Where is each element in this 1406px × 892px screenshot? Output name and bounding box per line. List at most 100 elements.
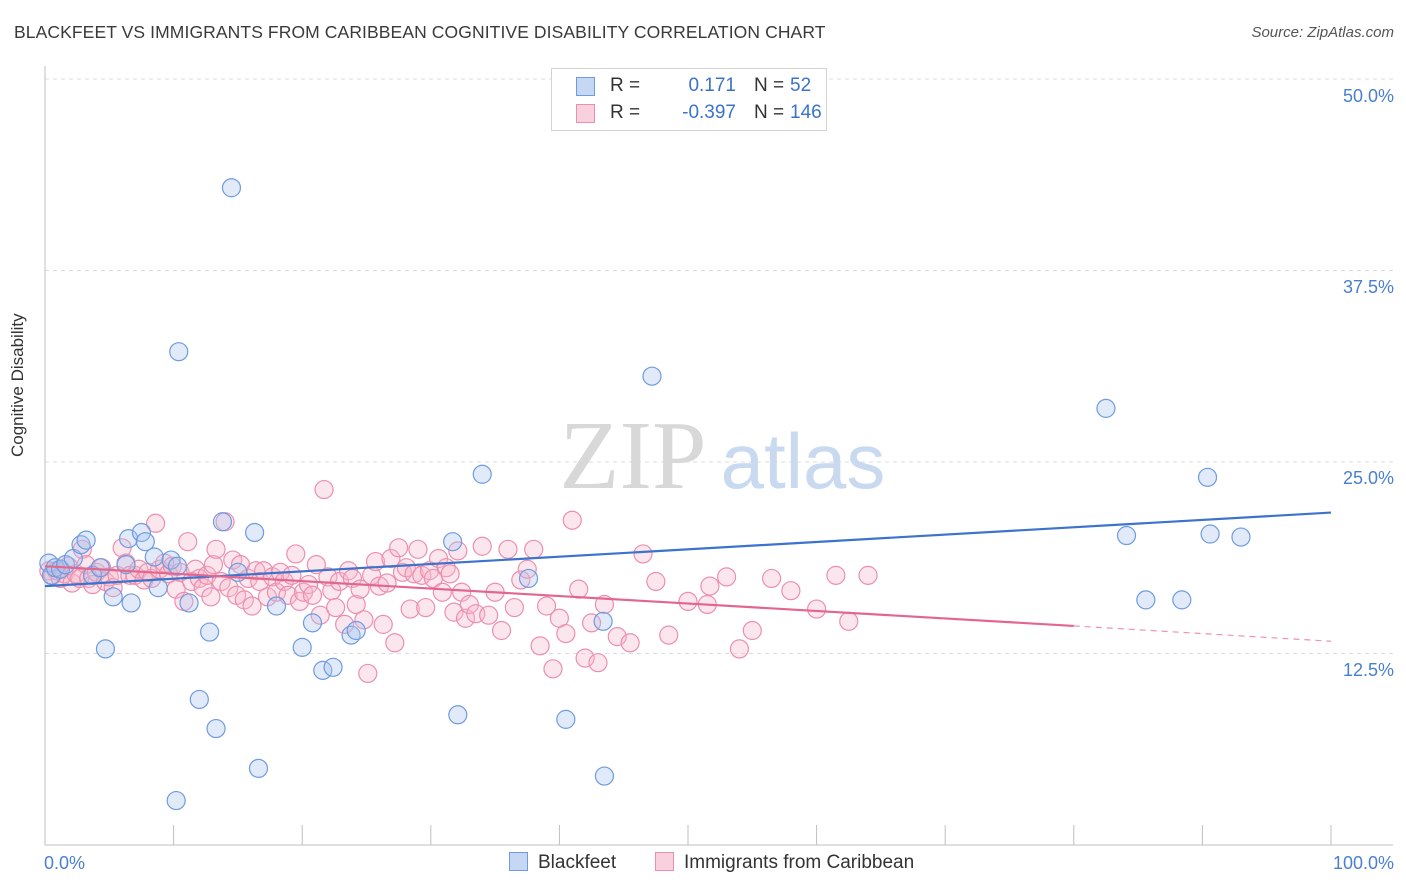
data-point — [189, 689, 209, 710]
data-point — [145, 513, 166, 533]
chart-title: BLACKFEET VS IMMIGRANTS FROM CARIBBEAN C… — [14, 22, 826, 42]
data-point — [504, 597, 524, 618]
data-point — [212, 512, 233, 532]
data-point — [452, 582, 472, 602]
trend-lines — [44, 511, 1332, 642]
data-point — [491, 620, 512, 641]
data-point — [103, 587, 123, 607]
y-tick-label: 12.5% — [1342, 660, 1394, 680]
data-point — [1116, 525, 1137, 546]
data-point — [358, 663, 378, 684]
data-point — [646, 571, 666, 592]
watermark-atlas: atlas — [721, 417, 886, 505]
data-point — [266, 596, 287, 616]
data-point — [543, 659, 563, 679]
blackfeet-swatch — [509, 852, 528, 871]
r-value: -0.397 — [682, 102, 736, 123]
data-point — [166, 790, 186, 811]
data-point — [536, 596, 557, 616]
data-point — [299, 574, 319, 595]
data-point — [335, 614, 355, 634]
trend-line-blackfeet — [44, 511, 1332, 588]
n-value: 52 — [790, 75, 812, 96]
data-point — [306, 555, 326, 575]
data-point — [530, 636, 550, 656]
data-point — [781, 581, 801, 601]
data-point — [633, 544, 653, 564]
data-point — [839, 611, 859, 631]
data-point — [377, 573, 397, 593]
data-point — [432, 582, 452, 602]
data-point — [266, 582, 287, 602]
data-point — [95, 639, 116, 659]
r-label: R = — [610, 102, 641, 123]
data-point — [55, 555, 76, 575]
r-label: R = — [610, 75, 641, 96]
data-point — [806, 599, 827, 619]
data-point — [302, 613, 323, 633]
data-point — [858, 565, 878, 585]
data-point — [203, 555, 224, 575]
data-point — [440, 564, 460, 584]
source-label: Source: ZipAtlas.com — [1251, 24, 1394, 41]
y-tick-label: 50.0% — [1342, 86, 1394, 106]
data-point — [385, 633, 405, 653]
data-point — [144, 547, 164, 567]
data-point — [116, 555, 136, 575]
data-point — [396, 558, 416, 578]
r-value: 0.171 — [688, 75, 736, 96]
trend-line-caribbean-extension — [1073, 625, 1332, 642]
data-point — [400, 599, 420, 619]
data-point — [200, 622, 220, 642]
x-tick-label: 0.0% — [44, 853, 86, 873]
data-point — [326, 597, 346, 618]
data-point — [179, 593, 199, 613]
x-tick-label: 100.0% — [1332, 853, 1394, 873]
n-label: N = — [754, 102, 785, 123]
data-point — [346, 594, 366, 615]
legend-label: Blackfeet — [538, 852, 617, 873]
data-point — [472, 464, 492, 484]
data-point — [444, 602, 464, 622]
data-point — [700, 576, 720, 596]
data-point — [206, 718, 226, 739]
data-point — [221, 178, 242, 198]
data-point — [1136, 590, 1156, 610]
data-point — [562, 510, 582, 530]
legend-item-blackfeet: Blackfeet — [509, 852, 616, 874]
data-point — [248, 758, 269, 779]
data-point — [292, 637, 312, 657]
data-point — [448, 705, 468, 725]
legend-item-caribbean: Immigrants from Caribbean — [655, 852, 914, 874]
data-point — [443, 532, 463, 552]
data-point — [659, 625, 679, 645]
watermark-zip: ZIP — [560, 402, 707, 510]
data-point — [588, 653, 608, 673]
caribbean-swatch — [655, 852, 674, 871]
data-point — [1197, 467, 1218, 487]
series-legend: Blackfeet Immigrants from Caribbean — [0, 852, 1406, 878]
data-point — [201, 587, 221, 607]
data-point — [354, 610, 374, 630]
data-point — [76, 530, 96, 550]
data-point — [742, 620, 762, 641]
data-point — [556, 623, 576, 644]
data-point — [498, 539, 518, 559]
axes — [44, 66, 1393, 846]
data-point — [524, 539, 544, 559]
data-point — [346, 620, 366, 641]
data-point — [472, 536, 492, 556]
trend-line-caribbean — [44, 565, 1074, 628]
data-point — [416, 597, 436, 618]
data-point — [1096, 398, 1116, 418]
data-point — [511, 570, 531, 590]
correlation-legend: R = 0.171 N = 52 R = -0.397 N = 146 — [551, 68, 827, 131]
data-point — [389, 538, 409, 558]
series-blackfeet — [39, 178, 1251, 811]
data-point — [323, 657, 343, 677]
blackfeet-swatch — [576, 77, 595, 96]
data-point — [250, 571, 270, 592]
data-point — [219, 578, 239, 598]
data-point — [594, 766, 615, 786]
watermark: ZIP atlas — [560, 402, 886, 510]
